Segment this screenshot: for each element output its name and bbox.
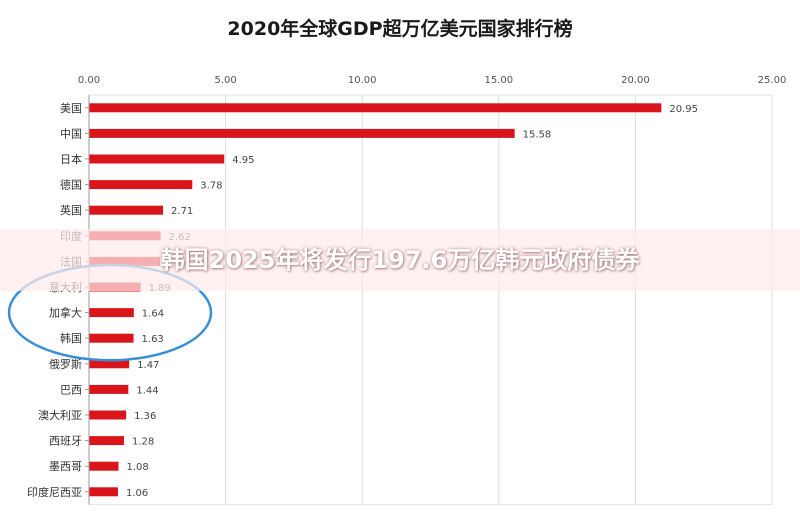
x-tick-label: 5.00 [214,75,236,86]
headline-banner: 韩国2025年将发行197.6万亿韩元政府债券 [0,229,800,291]
data-label: 1.44 [136,385,158,396]
x-tick-label: 10.00 [348,75,377,86]
category-label: 墨西哥 [49,460,82,473]
chart-title: 2020年全球GDP超万亿美元国家排行榜 [227,18,573,40]
headline-text: 韩国2025年将发行197.6万亿韩元政府债券 [160,246,640,274]
bar [89,128,515,138]
data-label: 20.95 [669,104,698,115]
x-tick-label: 0.00 [78,75,100,86]
data-label: 1.47 [137,360,159,371]
category-label: 加拿大 [49,306,82,320]
bar [89,461,119,471]
bar [89,359,130,369]
bar [89,103,662,113]
category-label: 中国 [60,127,82,140]
bar [89,308,134,318]
x-tick-label: 15.00 [484,75,513,86]
x-tick-label: 20.00 [621,75,650,86]
bar [89,384,129,394]
bar [89,410,127,420]
category-label: 巴西 [60,383,82,396]
category-label: 韩国 [60,331,82,345]
data-label: 1.06 [126,488,148,499]
category-label: 俄罗斯 [49,358,82,371]
data-label: 4.95 [232,155,254,166]
category-label: 西班牙 [49,435,82,448]
bar [89,205,164,215]
category-label: 美国 [60,102,82,115]
bar [89,487,118,497]
category-label: 英国 [60,203,82,217]
category-label: 澳大利亚 [38,408,82,422]
data-label: 2.71 [171,206,193,217]
x-tick-label: 25.00 [758,75,787,86]
data-label: 1.36 [134,411,156,422]
data-label: 3.78 [200,181,222,192]
category-label: 德国 [60,178,82,192]
data-label: 1.63 [142,334,164,345]
data-label: 1.08 [127,462,149,473]
bar [89,436,124,446]
data-label: 1.28 [132,437,154,448]
bar [89,180,193,190]
bar [89,333,134,343]
data-label: 15.58 [523,129,552,140]
data-label: 1.64 [142,309,164,320]
category-label: 印度尼西亚 [27,485,82,499]
bar [89,154,225,164]
category-label: 日本 [60,152,82,166]
